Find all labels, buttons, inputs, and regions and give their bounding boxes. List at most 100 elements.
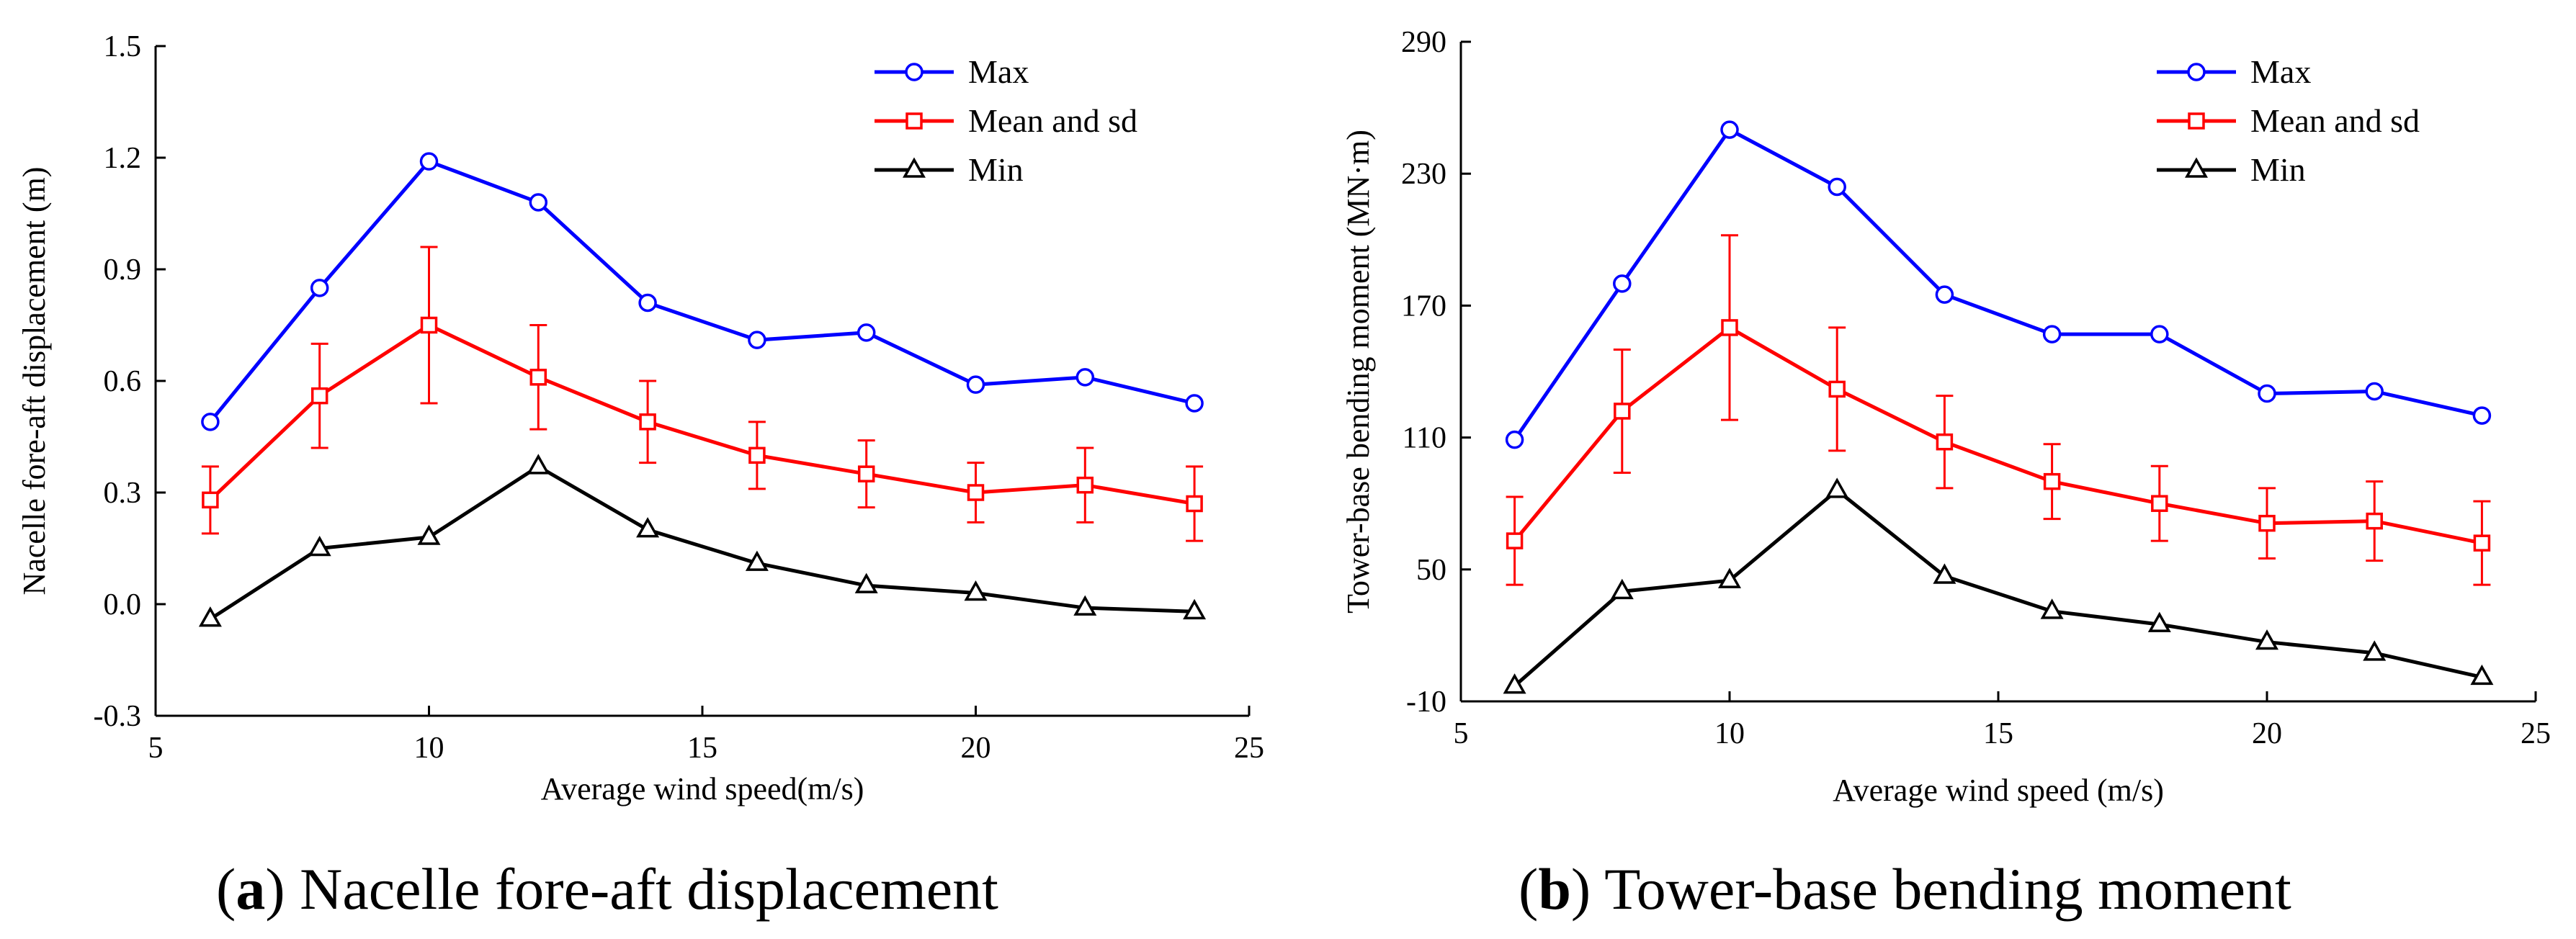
data-point [2258,384,2276,403]
data-point [1186,495,1203,513]
legend-marker [2185,157,2208,178]
data-point [638,293,657,313]
caption-letter: a [236,856,265,922]
legend-item: Mean and sd [875,102,1137,139]
data-point [1614,403,1631,420]
series-min [1503,477,2494,694]
data-point [966,375,985,394]
data-point [2043,472,2061,490]
data-point [2150,325,2169,343]
y-tick-label: -10 [1406,686,1446,719]
data-point [967,484,985,501]
x-tick-label: 10 [1714,717,1745,750]
series-line [208,159,1195,423]
series-max [1505,120,2492,449]
data-point [310,387,328,405]
x-axis-title: Average wind speed(m/s) [541,771,864,807]
data-point [1828,177,1846,197]
legend-item: Min [875,151,1024,188]
data-point [420,316,438,334]
data-point [2365,382,2384,401]
caption-open: ( [216,856,236,922]
data-point [854,572,878,593]
data-point [527,454,550,475]
data-point [2363,640,2387,661]
data-point [748,446,766,464]
legend-item: Max [2157,53,2311,90]
data-point [2040,598,2064,619]
data-point [529,369,547,386]
data-point [529,193,548,212]
chart-panel-a: 5 10 15 20 25 -0.3 0.0 0.3 0.6 0.9 1.2 1.5 Average w… [17,30,1264,922]
legend-label: Mean and sd [968,102,1137,139]
series-line [1513,325,2482,545]
series-mean-and-sd [201,246,1204,542]
data-point [2147,611,2171,632]
data-point [857,465,875,482]
x-tick-label: 25 [2521,717,2551,750]
y-tick-label: 0.0 [104,588,142,621]
x-tick-label: 15 [687,732,717,765]
series-mean-and-sd [1506,234,2491,586]
series-min [198,454,1207,627]
y-axis-title: Nacelle fore-aft displacement (m) [17,167,52,596]
x-tick-label: 25 [1234,732,1264,765]
caption-open: ( [1519,856,1538,922]
legend-label: Max [2250,53,2311,90]
data-point [2473,534,2491,552]
y-tick-label: 0.3 [104,477,142,510]
data-point [198,606,222,627]
data-point [639,413,656,431]
x-axis-title: Average wind speed (m/s) [1833,773,2164,808]
data-point [1505,430,1524,449]
y-tick-label: 1.5 [104,30,142,63]
legend-marker [2187,63,2206,81]
y-axis-title: Tower-base bending moment (MN·m) [1341,130,1376,614]
data-point [1718,567,1741,588]
data-point [1613,274,1632,293]
data-point [1076,476,1094,494]
data-point [1720,120,1739,139]
legend-item: Mean and sd [2157,102,2420,139]
legend-label: Max [968,53,1029,90]
y-tick-label: -0.3 [94,700,142,733]
data-point [636,517,660,538]
y-tick-label: 0.6 [104,365,142,398]
data-point [2258,514,2276,532]
y-tick-label: 290 [1401,26,1446,59]
x-tick-label: 5 [148,732,164,765]
data-point [1936,433,1954,451]
legend-item: Min [2157,151,2306,188]
series-line [1513,488,2482,688]
data-point [2151,495,2168,512]
caption-letter: b [1538,856,1571,922]
data-point [2470,664,2494,686]
legend-label: Mean and sd [2250,102,2420,139]
legend-label: Min [968,151,1024,188]
x-tick-label: 5 [1454,717,1469,750]
data-point [2472,406,2492,425]
x-tick-label: 10 [414,732,444,765]
panel-caption: (b) Tower-base bending moment [1519,856,2291,922]
data-point [1185,394,1204,413]
data-point [1183,598,1207,620]
data-point [1610,578,1634,600]
y-tick-label: 230 [1401,158,1446,191]
legend-marker [903,157,926,178]
legend-label: Min [2250,151,2306,188]
legend-marker [2188,112,2205,130]
y-tick-label: 1.2 [104,142,142,175]
data-point [1721,319,1738,336]
x-tick-label: 15 [1983,717,2013,750]
y-tick-label: 0.9 [104,253,142,287]
data-point [2042,325,2062,343]
data-point [419,152,439,171]
x-tick-label: 20 [2252,717,2282,750]
series-line [209,464,1195,621]
legend-marker [905,63,923,81]
data-point [857,323,876,342]
data-point [2366,512,2383,530]
x-tick-label: 20 [961,732,991,765]
legend-item: Max [875,53,1029,90]
data-point [964,580,988,601]
